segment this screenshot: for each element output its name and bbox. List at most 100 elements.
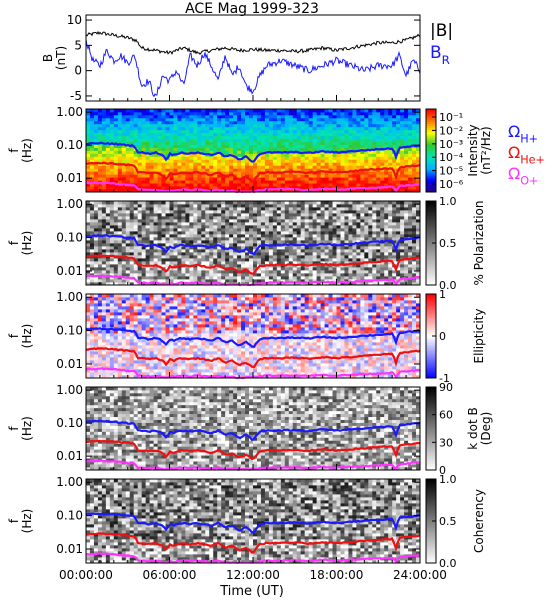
spectrogram-cell	[93, 189, 99, 193]
spectrogram-cell	[380, 162, 385, 166]
spectrogram-cell	[384, 111, 389, 116]
colorbar-swatch	[426, 144, 436, 147]
spectrogram-cell	[133, 117, 139, 122]
spectrogram-cell	[276, 201, 282, 205]
spectrogram-cell	[105, 183, 111, 187]
spectrogram-cell	[221, 156, 226, 160]
spectrogram-cell	[137, 186, 143, 190]
spectrogram-cell	[380, 225, 385, 229]
spectrogram-cell	[97, 240, 103, 244]
spectrogram-cell	[101, 159, 107, 163]
spectrogram-cell	[320, 180, 325, 184]
spectrogram-cell	[324, 189, 329, 193]
spectrogram-cell	[312, 213, 318, 217]
spectrogram-cell	[372, 126, 377, 131]
spectrogram-cell	[304, 219, 310, 223]
spectrogram-cell	[86, 246, 91, 250]
spectrogram-cell	[316, 114, 321, 119]
spectrogram-cell	[185, 240, 190, 244]
spectrogram-cell	[101, 156, 107, 160]
spectrogram-cell	[360, 159, 365, 163]
spectrogram-cell	[229, 165, 234, 169]
spectrogram-cell	[241, 180, 246, 184]
spectrogram-cell	[217, 234, 222, 238]
spectrogram-cell	[117, 219, 123, 223]
spectrogram-cell	[173, 156, 178, 160]
spectrogram-cell	[161, 180, 166, 184]
spectrogram-cell	[344, 168, 349, 172]
spectrogram-cell	[296, 147, 302, 151]
spectrogram-cell	[404, 231, 409, 235]
spectrogram-cell	[133, 249, 139, 253]
spectrogram-cell	[133, 135, 139, 140]
spectrogram-cell	[360, 126, 365, 131]
spectrogram-cell	[237, 234, 242, 238]
spectrogram-cell	[153, 201, 158, 205]
spectrogram-cell	[348, 252, 353, 256]
spectrogram-cell	[97, 174, 103, 178]
spectrogram-cell	[336, 165, 341, 169]
spectrogram-cell	[181, 234, 186, 238]
spectrogram-cell	[89, 360, 95, 364]
spectrogram-cell	[201, 183, 206, 187]
spectrogram-cell	[320, 264, 325, 268]
spectrogram-cell	[117, 282, 123, 286]
spectrogram-cell	[276, 120, 282, 125]
spectrogram-cell	[336, 120, 341, 125]
spectrogram-cell	[348, 186, 353, 190]
spectrogram-cell	[320, 228, 325, 232]
spectrogram-cell	[201, 153, 206, 157]
spectrogram-cell	[388, 177, 393, 181]
colorbar-swatch	[426, 205, 436, 208]
spectrogram-cell	[86, 369, 91, 373]
spectrogram-cell	[400, 213, 405, 217]
spectrogram-cell	[245, 135, 250, 140]
spectrogram-cell	[197, 180, 202, 184]
spectrogram-cell	[165, 123, 170, 128]
spectrogram-cell	[249, 147, 254, 151]
spectrogram-cell	[101, 153, 107, 157]
spectrogram-cell	[372, 231, 377, 235]
spectrogram-cell	[392, 231, 397, 235]
spectrogram-cell	[169, 255, 174, 259]
spectrogram-cell	[177, 114, 182, 119]
spectrogram-cell	[169, 144, 174, 148]
spectrogram-cell	[288, 240, 294, 244]
spectrogram-cell	[356, 246, 361, 250]
spectrogram-cell	[340, 237, 345, 241]
spectrogram-cell	[268, 129, 274, 134]
spectrogram-cell	[384, 231, 389, 235]
spectrogram-cell	[352, 231, 357, 235]
spectrogram-cell	[245, 147, 250, 151]
spectrogram-cell	[137, 111, 143, 116]
spectrogram-cell	[137, 255, 143, 259]
spectrogram-cell	[276, 189, 282, 193]
spectrogram-cell	[268, 144, 274, 148]
spectrogram-cell	[133, 156, 139, 160]
spectrogram-cell	[392, 252, 397, 256]
spectrogram-cell	[380, 264, 385, 268]
spectrogram-cell	[93, 231, 99, 235]
spectrogram-cell	[209, 207, 214, 211]
colorbar-swatch	[426, 131, 436, 135]
spectrogram-cell	[344, 228, 349, 232]
spectrogram-cell	[157, 174, 162, 178]
spectrogram-cell	[396, 255, 401, 259]
spectrogram-cell	[213, 216, 218, 220]
spectrogram-cell	[201, 261, 206, 265]
spectrogram-cell	[197, 117, 202, 122]
spectrogram-cell	[165, 138, 170, 142]
spectrogram-cell	[312, 204, 318, 208]
spectrogram-cell	[320, 213, 325, 217]
spectrogram-cell	[137, 132, 143, 137]
spectrogram-cell	[101, 168, 107, 172]
spectrogram-cell	[276, 276, 282, 280]
spectrogram-cell	[221, 111, 226, 116]
spectrogram-cell	[320, 204, 325, 208]
spectrogram-cell	[368, 129, 373, 134]
spectrogram-cell	[272, 255, 278, 259]
spectrogram-cell	[380, 210, 385, 214]
spectrogram-cell	[213, 210, 218, 214]
spectrogram-cell	[400, 147, 405, 151]
